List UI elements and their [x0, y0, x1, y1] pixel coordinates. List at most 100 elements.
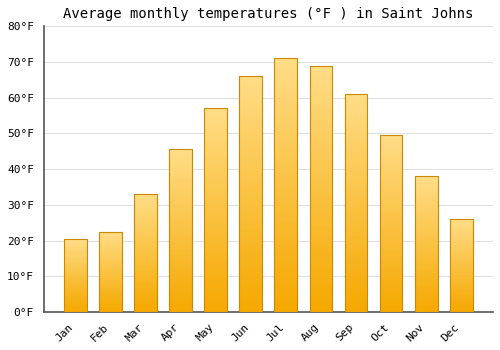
- Bar: [134, 267, 157, 269]
- Bar: [415, 287, 438, 289]
- Bar: [134, 282, 157, 285]
- Bar: [450, 227, 472, 229]
- Bar: [99, 301, 122, 302]
- Bar: [450, 256, 472, 258]
- Bar: [134, 285, 157, 286]
- Bar: [450, 273, 472, 275]
- Bar: [380, 147, 402, 150]
- Bar: [310, 148, 332, 152]
- Bar: [64, 303, 87, 304]
- Bar: [170, 160, 192, 163]
- Bar: [99, 246, 122, 248]
- Bar: [450, 296, 472, 298]
- Bar: [310, 214, 332, 217]
- Bar: [99, 256, 122, 257]
- Bar: [415, 183, 438, 185]
- Bar: [99, 260, 122, 261]
- Bar: [380, 212, 402, 215]
- Bar: [274, 84, 297, 88]
- Bar: [310, 222, 332, 226]
- Bar: [170, 228, 192, 231]
- Bar: [170, 266, 192, 268]
- Bar: [99, 277, 122, 279]
- Bar: [64, 261, 87, 262]
- Bar: [380, 191, 402, 194]
- Bar: [99, 310, 122, 312]
- Bar: [170, 274, 192, 277]
- Bar: [380, 244, 402, 247]
- Bar: [274, 79, 297, 84]
- Bar: [310, 226, 332, 230]
- Bar: [99, 276, 122, 277]
- Bar: [380, 138, 402, 141]
- Bar: [415, 228, 438, 231]
- Bar: [240, 167, 262, 170]
- Bar: [170, 168, 192, 171]
- Bar: [450, 295, 472, 296]
- Bar: [99, 279, 122, 280]
- Bar: [344, 181, 368, 185]
- Bar: [99, 249, 122, 250]
- Bar: [204, 173, 227, 176]
- Bar: [134, 228, 157, 230]
- Bar: [204, 292, 227, 295]
- Bar: [64, 258, 87, 259]
- Bar: [204, 149, 227, 153]
- Bar: [450, 259, 472, 261]
- Bar: [344, 221, 368, 225]
- Bar: [380, 250, 402, 253]
- Bar: [274, 236, 297, 240]
- Bar: [274, 168, 297, 173]
- Bar: [64, 250, 87, 251]
- Bar: [99, 290, 122, 292]
- Bar: [344, 225, 368, 229]
- Bar: [99, 241, 122, 242]
- Bar: [170, 193, 192, 196]
- Bar: [344, 152, 368, 156]
- Bar: [415, 285, 438, 287]
- Bar: [170, 282, 192, 285]
- Bar: [99, 304, 122, 305]
- Bar: [380, 259, 402, 262]
- Bar: [64, 259, 87, 261]
- Bar: [134, 237, 157, 239]
- Bar: [204, 108, 227, 112]
- Bar: [99, 295, 122, 296]
- Bar: [415, 296, 438, 298]
- Bar: [99, 261, 122, 262]
- Bar: [380, 306, 402, 309]
- Bar: [274, 130, 297, 134]
- Bar: [310, 111, 332, 115]
- Bar: [204, 288, 227, 292]
- Bar: [415, 239, 438, 242]
- Bar: [134, 218, 157, 220]
- Bar: [204, 166, 227, 169]
- Bar: [310, 209, 332, 214]
- Bar: [170, 152, 192, 155]
- Bar: [415, 192, 438, 194]
- Bar: [240, 276, 262, 280]
- Bar: [310, 74, 332, 78]
- Bar: [170, 225, 192, 228]
- Bar: [99, 288, 122, 289]
- Bar: [274, 240, 297, 244]
- Bar: [170, 255, 192, 258]
- Bar: [99, 285, 122, 287]
- Bar: [134, 194, 157, 196]
- Bar: [380, 218, 402, 220]
- Bar: [274, 308, 297, 312]
- Bar: [204, 135, 227, 139]
- Bar: [450, 245, 472, 247]
- Bar: [204, 176, 227, 180]
- Bar: [170, 236, 192, 239]
- Bar: [415, 276, 438, 278]
- Bar: [344, 94, 368, 312]
- Bar: [99, 273, 122, 274]
- Bar: [99, 258, 122, 260]
- Bar: [170, 176, 192, 179]
- Bar: [64, 294, 87, 295]
- Bar: [344, 214, 368, 218]
- Bar: [99, 300, 122, 301]
- Bar: [240, 112, 262, 116]
- Bar: [274, 299, 297, 303]
